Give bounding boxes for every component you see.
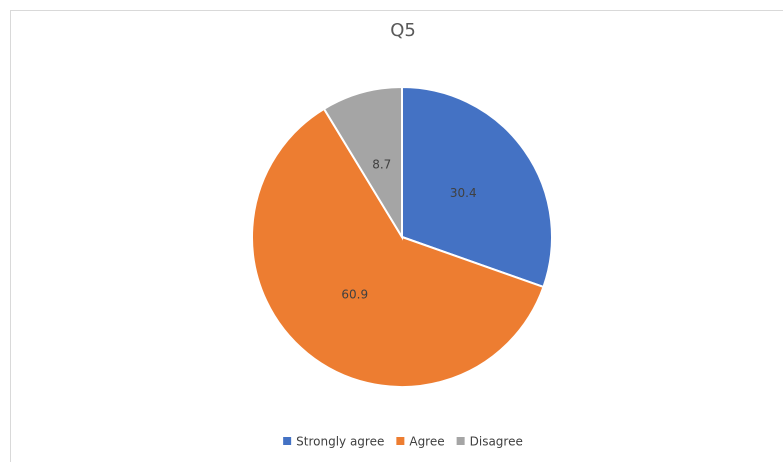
legend-swatch <box>456 437 465 445</box>
pie-slice <box>251 107 545 388</box>
chart-title: Q5 <box>390 20 416 41</box>
pie-slice <box>322 85 403 241</box>
data-label: 60.9 <box>341 288 368 302</box>
legend-swatch <box>283 437 292 445</box>
legend-label: Disagree <box>470 435 523 449</box>
data-label: 8.7 <box>372 157 391 171</box>
pie-slice <box>401 85 553 289</box>
legend-label: Agree <box>409 435 444 449</box>
legend-swatch <box>396 437 405 445</box>
data-label: 30.4 <box>450 186 477 200</box>
legend-label: Strongly agree <box>296 435 384 449</box>
